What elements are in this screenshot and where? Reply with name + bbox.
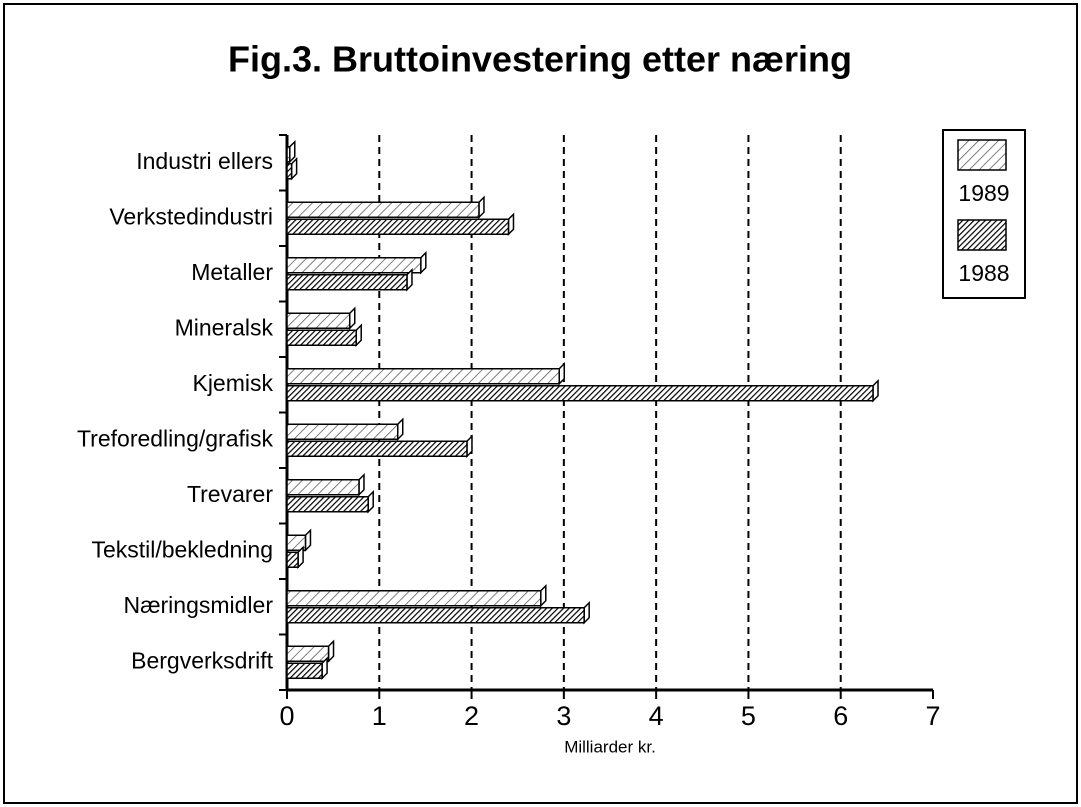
y-tick-label: Mineralsk <box>175 314 274 340</box>
frame <box>3 3 1078 804</box>
x-tick-label: 2 <box>464 701 479 731</box>
bar-depth <box>289 139 296 164</box>
x-tick-label: 7 <box>925 701 940 731</box>
y-tick-label: Verkstedindustri <box>109 203 273 229</box>
bar <box>286 163 293 180</box>
bar-depth <box>290 156 298 181</box>
bar <box>286 440 468 457</box>
bar <box>286 423 399 440</box>
bar <box>286 479 360 496</box>
bar <box>286 662 323 679</box>
bar <box>286 368 560 385</box>
y-tick-label: Industri ellers <box>136 148 273 174</box>
x-tick-label: 1 <box>372 701 387 731</box>
bar <box>286 312 351 329</box>
y-tick-label: Tekstil/bekledning <box>91 536 273 562</box>
legend-swatch <box>957 219 1007 251</box>
legend-box <box>942 129 1026 299</box>
bar <box>286 201 480 218</box>
bar <box>286 645 330 662</box>
bar-depth <box>355 323 362 348</box>
legend-swatch <box>957 139 1007 171</box>
x-tick-label: 6 <box>833 701 848 731</box>
bar <box>286 274 408 291</box>
bar <box>286 146 291 163</box>
bar <box>286 257 422 274</box>
bar <box>286 534 307 551</box>
bar <box>286 329 357 346</box>
chart-title: Fig.3. Bruttoinvestering etter næring <box>228 39 852 80</box>
bar <box>286 218 510 235</box>
bar <box>286 551 299 568</box>
x-tick-label: 4 <box>649 701 664 731</box>
bar <box>286 607 585 624</box>
bar <box>286 590 542 607</box>
y-tick-label: Metaller <box>191 259 273 285</box>
bar <box>286 496 369 513</box>
x-tick-label: 3 <box>556 701 571 731</box>
x-tick-label: 5 <box>741 701 756 731</box>
bar-depth <box>420 250 427 275</box>
y-tick-label: Kjemisk <box>192 370 273 396</box>
bar <box>286 385 874 402</box>
legend-label: 1988 <box>958 260 1009 286</box>
y-tick-label: Treforedling/grafisk <box>77 425 274 451</box>
x-tick-label: 0 <box>279 701 294 731</box>
y-tick-label: Trevarer <box>187 481 273 507</box>
y-tick-label: Bergverksdrift <box>131 647 273 673</box>
y-tick-label: Næringsmidler <box>123 592 273 618</box>
x-axis-label: Milliarder kr. <box>564 737 656 756</box>
legend-label: 1989 <box>958 180 1009 206</box>
bar-depth <box>304 528 312 553</box>
